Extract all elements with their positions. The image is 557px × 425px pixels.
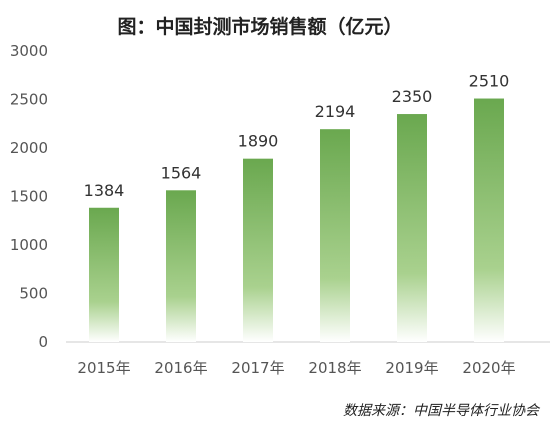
y-tick-label: 0 xyxy=(38,333,48,351)
bar xyxy=(243,158,273,342)
bar xyxy=(474,98,504,342)
x-axis: 2015年 2016年 2017年 2018年 2019年 2020年 xyxy=(77,359,515,377)
chart-title: 图：中国封测市场销售额（亿元） xyxy=(117,16,403,38)
chart-source: 数据来源：中国半导体行业协会 xyxy=(343,403,539,419)
bar-value-label: 2510 xyxy=(469,72,510,91)
x-tick-label: 2020年 xyxy=(462,359,515,377)
y-tick-label: 2500 xyxy=(10,91,48,109)
bar-labels: 1384 1564 1890 2194 2350 2510 xyxy=(84,72,510,200)
bar-value-label: 1564 xyxy=(161,163,202,182)
bar-value-label: 2194 xyxy=(315,102,356,121)
bar-value-label: 1384 xyxy=(84,181,125,200)
x-tick-label: 2017年 xyxy=(231,359,284,377)
y-tick-label: 1500 xyxy=(10,188,48,206)
y-axis: 0 500 1000 1500 2000 2500 3000 xyxy=(10,42,48,351)
y-tick-label: 1000 xyxy=(10,236,48,254)
y-tick-label: 2000 xyxy=(10,139,48,157)
y-tick-label: 3000 xyxy=(10,42,48,60)
bars xyxy=(89,98,504,342)
y-tick-label: 500 xyxy=(19,285,48,303)
bar xyxy=(397,114,427,342)
bar xyxy=(166,190,196,342)
bar-value-label: 2350 xyxy=(392,87,433,106)
x-tick-label: 2019年 xyxy=(385,359,438,377)
bar-value-label: 1890 xyxy=(238,132,279,151)
x-tick-label: 2015年 xyxy=(77,359,130,377)
x-tick-label: 2016年 xyxy=(154,359,207,377)
bar xyxy=(89,207,119,342)
x-tick-label: 2018年 xyxy=(308,359,361,377)
bar xyxy=(320,129,350,342)
